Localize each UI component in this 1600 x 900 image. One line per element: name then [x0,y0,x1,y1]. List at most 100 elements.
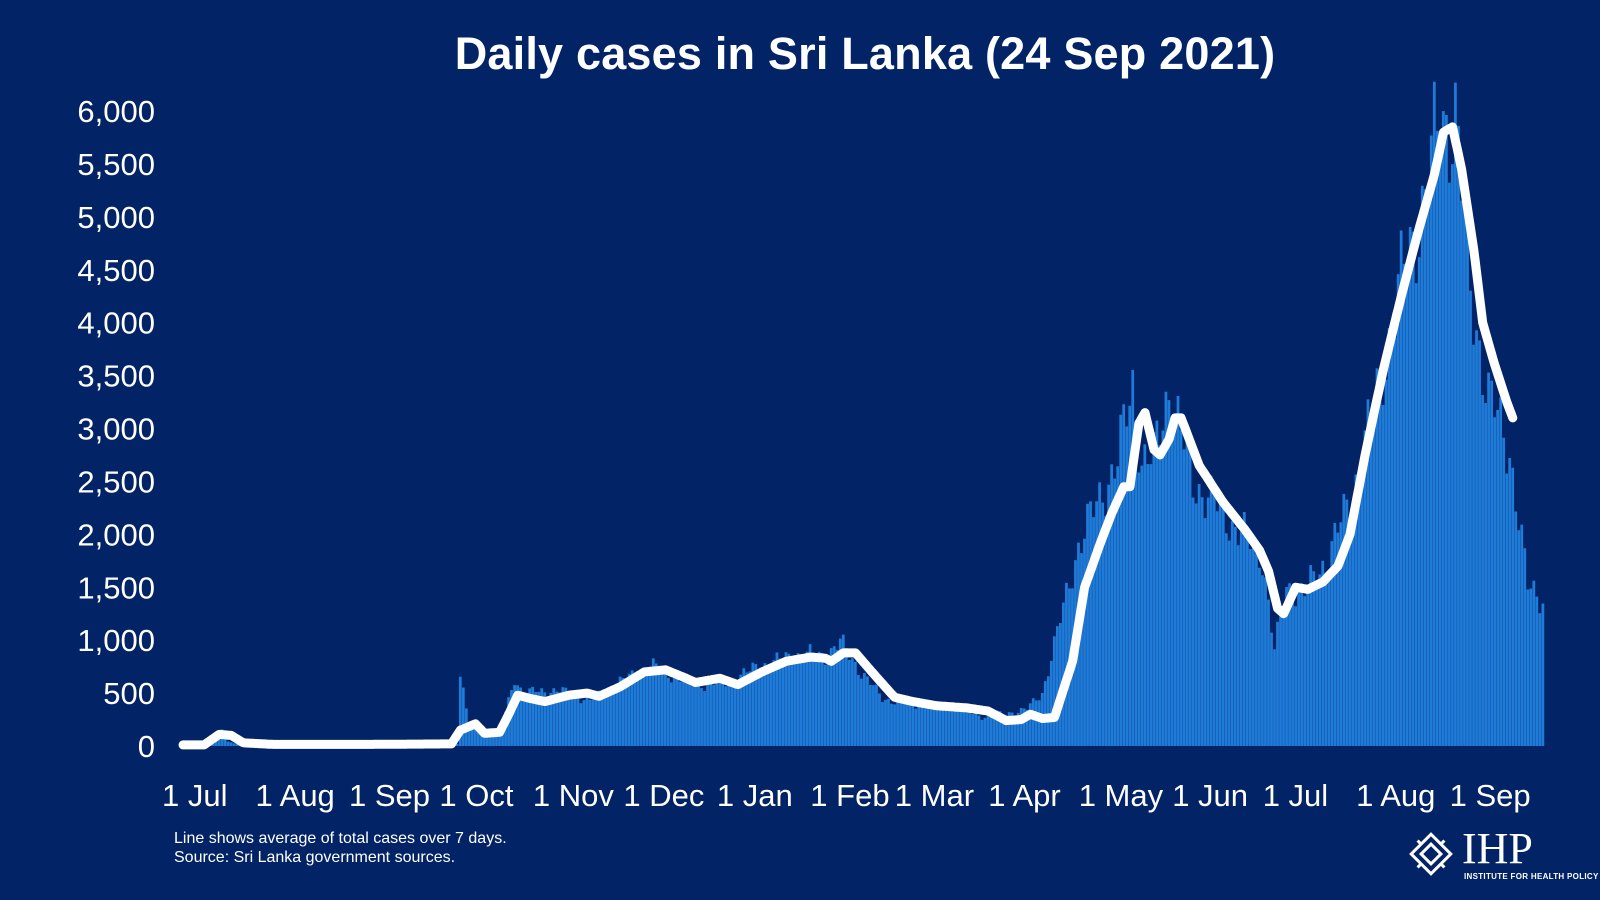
bar-day-245 [920,705,924,746]
bar-day-197 [775,652,779,746]
bar-day-188 [748,671,752,746]
bar-day-251 [938,705,942,746]
x-tick-label: 1 Dec [623,778,704,813]
bar-day-181 [727,683,731,746]
bar-day-130 [573,694,577,746]
bar-day-274 [1007,712,1011,746]
x-tick-label: 1 Sep [349,778,430,813]
bar-day-302 [1092,517,1095,746]
y-tick-label: 3,000 [77,412,155,447]
bar-day-16 [229,742,233,746]
bar-day-336 [1194,503,1198,746]
bar-day-135 [588,699,592,746]
bar-day-166 [682,679,685,746]
bar-day-268 [989,715,993,746]
bar-day-341 [1209,475,1213,746]
bar-day-353 [1245,529,1249,746]
bar-day-111 [516,685,519,746]
bar-day-427 [1469,290,1472,746]
bar-day-220 [844,648,848,746]
x-tick-label: 1 Apr [988,778,1060,813]
bar-day-428 [1472,344,1475,746]
bar-day-144 [615,685,619,746]
bar-day-202 [790,664,794,746]
bar-day-105 [498,734,501,746]
bar-day-146 [621,677,625,746]
bar-day-226 [863,673,866,746]
bar-day-342 [1212,495,1216,746]
bar-day-243 [914,708,918,746]
note-line-source: Source: Sri Lanka government sources. [174,849,456,866]
bar-day-374 [1309,565,1313,746]
bar-day-330 [1176,395,1180,746]
bar-day-15 [226,741,230,746]
bar-day-91 [455,744,459,746]
y-tick-label: 500 [103,676,155,711]
bar-day-434 [1490,380,1493,746]
bar-day-324 [1158,445,1162,746]
bar-day-199 [781,660,785,746]
bar-day-206 [802,660,806,746]
bar-day-347 [1227,540,1231,746]
bar-day-371 [1300,583,1304,746]
bar-day-415 [1432,81,1436,747]
bar-day-277 [1016,712,1020,746]
bar-day-381 [1330,541,1334,746]
bar-day-208 [808,644,812,746]
bar-day-264 [977,715,981,746]
bar-day-253 [944,705,948,746]
bar-day-401 [1390,332,1394,746]
bar-day-418 [1441,111,1445,747]
bar-day-104 [495,732,498,746]
bar-day-167 [685,673,688,746]
bar-day-143 [612,692,616,746]
bar-day-234 [887,698,890,746]
bar-day-207 [805,651,809,746]
bar-day-338 [1200,497,1204,746]
bar-day-293 [1065,582,1068,746]
bar-day-172 [700,688,703,746]
bar-day-198 [778,658,782,746]
bar-day-168 [688,677,691,746]
bar-day-325 [1161,430,1165,746]
bar-day-370 [1297,587,1301,746]
bar-day-261 [968,712,972,746]
x-tick-label: 1 Aug [256,778,335,813]
bar-day-258 [959,710,963,746]
bar-day-414 [1429,135,1433,746]
bar-day-392 [1363,430,1367,746]
bar-day-413 [1426,204,1430,747]
x-tick-label: 1 Nov [533,778,614,813]
bar-day-411 [1420,185,1424,746]
bar-day-219 [841,634,845,746]
bar-day-404 [1399,230,1403,746]
bar-day-235 [890,703,893,746]
y-tick-label: 6,000 [77,94,155,129]
bar-day-448 [1532,580,1536,746]
bar-day-97 [474,727,477,746]
bar-day-255 [950,707,954,746]
bar-day-390 [1357,480,1361,746]
bar-day-175 [709,680,712,746]
bar-day-169 [691,685,694,746]
bar-day-425 [1463,197,1466,746]
bar-day-236 [893,704,896,746]
x-tick-label: 1 Oct [439,778,513,813]
y-tick-label: 4,500 [77,253,155,288]
bar-day-216 [832,646,836,746]
bar-day-318 [1140,465,1144,746]
bar-day-450 [1538,613,1542,746]
bar-day-17 [232,743,236,746]
bar-day-279 [1022,708,1026,746]
bar-day-228 [869,684,872,746]
bar-day-200 [784,652,788,746]
bar-day-121 [546,697,550,746]
bar-day-262 [971,714,975,746]
bar-day-288 [1049,660,1053,746]
bar-day-314 [1128,405,1132,746]
bar-day-153 [642,668,646,746]
bar-day-358 [1261,575,1264,746]
bar-day-357 [1258,567,1261,746]
bar-day-403 [1396,274,1400,746]
